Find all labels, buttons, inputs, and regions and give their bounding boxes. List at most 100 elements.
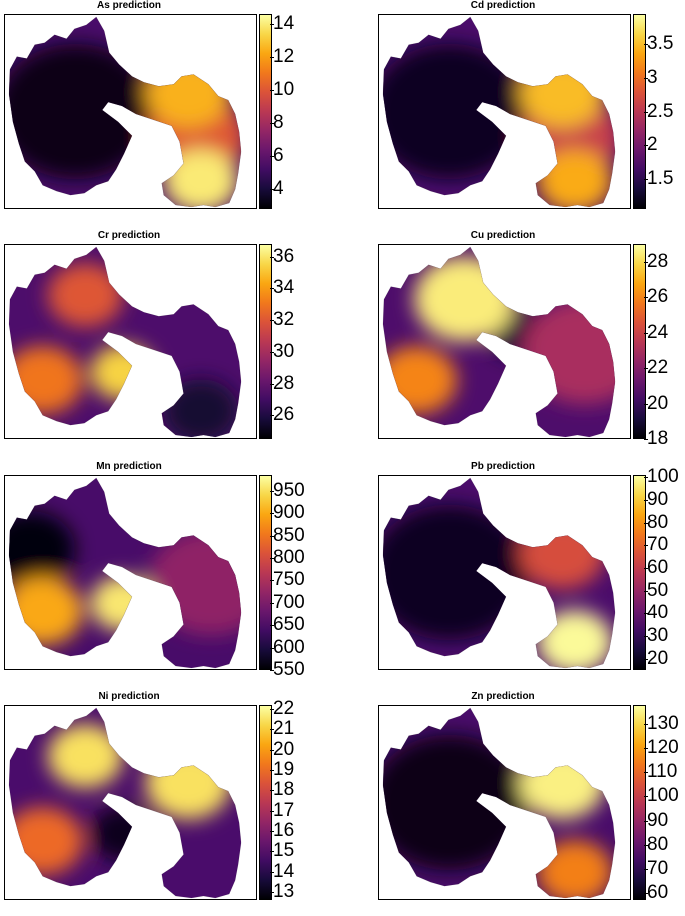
map-svg bbox=[8, 246, 242, 438]
colorbar-tick-label: 90 bbox=[643, 809, 669, 831]
colorbar-tick-label: 2.5 bbox=[643, 100, 674, 122]
colorbar-tick-label: 1.5 bbox=[643, 167, 674, 189]
colorbar-tick-label: 20 bbox=[643, 392, 669, 414]
colorbar-tick-label: 22 bbox=[643, 357, 669, 379]
hotspot-north bbox=[47, 263, 123, 328]
hotspot-east-upper bbox=[519, 517, 605, 590]
colorbar-tick-label: 30 bbox=[643, 624, 669, 646]
prediction-map-panel: Mn prediction 550 600 650 700 750 800 850 900 950 bbox=[0, 461, 342, 686]
colorbar bbox=[259, 14, 272, 209]
hotspot-east bbox=[148, 529, 242, 636]
map-title: Cu prediction bbox=[470, 230, 536, 241]
colorbar-ticks: 13 14 15 16 17 18 19 20 21 22 bbox=[269, 699, 342, 902]
map-plot-area bbox=[4, 475, 257, 670]
colorbar-tick-label: 80 bbox=[643, 833, 669, 855]
region-outline bbox=[8, 16, 242, 208]
colorbar-ticks: 550 600 650 700 750 800 850 900 950 bbox=[270, 475, 342, 680]
hotspot-notch bbox=[90, 575, 156, 631]
hotspot-east bbox=[522, 298, 616, 405]
colorbar-tick-label: 20 bbox=[269, 738, 295, 760]
colorbar-tick-label: 50 bbox=[643, 579, 669, 601]
colorbar-tick-label: 100 bbox=[644, 785, 679, 807]
map-title: Ni prediction bbox=[98, 691, 160, 702]
map-title: As prediction bbox=[97, 0, 161, 11]
map-plot-area bbox=[378, 244, 631, 439]
colorbar-tick-label: 15 bbox=[269, 840, 295, 862]
colorbar-ticks: 20 30 40 50 60 70 80 90 100 bbox=[643, 467, 685, 670]
hotspot-north bbox=[47, 724, 123, 789]
colorbar-tick-label: 30 bbox=[269, 340, 295, 362]
colorbar bbox=[259, 244, 272, 439]
colorbar-ticks: 1.5 2 2.5 3 3.5 bbox=[643, 14, 685, 209]
colorbar-tick-label: 850 bbox=[270, 524, 305, 546]
colorbar-tick-label: 550 bbox=[270, 659, 305, 680]
colorbar-tick-label: 90 bbox=[643, 488, 669, 510]
hotspot-west bbox=[382, 504, 530, 641]
colorbar-tick-label: 13 bbox=[269, 880, 295, 902]
map-svg bbox=[382, 16, 616, 208]
hotspot-west bbox=[382, 43, 530, 180]
colorbar-tick-label: 120 bbox=[644, 737, 679, 759]
colorbar-tick-label: 28 bbox=[269, 372, 295, 394]
colorbar-tick-label: 800 bbox=[270, 546, 305, 568]
colorbar-tick-label: 14 bbox=[269, 12, 295, 34]
colorbar-tick-label: 20 bbox=[643, 647, 669, 669]
colorbar-tick-label: 17 bbox=[269, 799, 295, 821]
map-title: Zn prediction bbox=[471, 691, 535, 702]
colorbar-tick-label: 70 bbox=[643, 534, 669, 556]
colorbar-tick-label: 14 bbox=[269, 860, 295, 882]
hotspot-east-upper bbox=[519, 56, 605, 129]
colorbar-tick-label: 32 bbox=[269, 309, 295, 331]
map-svg bbox=[8, 16, 242, 208]
region-outline bbox=[382, 16, 616, 208]
map-title: Pb prediction bbox=[471, 461, 535, 472]
colorbar-tick-label: 750 bbox=[270, 569, 305, 591]
colorbar-tick-label: 130 bbox=[644, 713, 679, 735]
hotspot-notch bbox=[90, 344, 156, 400]
colorbar-tick-label: 900 bbox=[270, 502, 305, 524]
colorbar-tick-label: 700 bbox=[270, 591, 305, 613]
region-outline bbox=[8, 707, 242, 899]
colorbar-tick-label: 28 bbox=[643, 250, 669, 272]
hotspot-west-lower bbox=[382, 346, 457, 415]
colorbar-ticks: 26 28 30 32 34 36 bbox=[269, 244, 342, 439]
colorbar-tick-label: 110 bbox=[643, 761, 678, 783]
hotspot-east-upper bbox=[519, 747, 605, 820]
colorbar bbox=[259, 705, 272, 900]
hotspot-east-upper bbox=[145, 747, 231, 820]
map-plot-area bbox=[378, 475, 631, 670]
colorbar-tick-label: 36 bbox=[269, 245, 295, 267]
colorbar-tick-label: 12 bbox=[269, 45, 295, 67]
region-outline bbox=[8, 246, 242, 438]
prediction-map-panel: Cr prediction 26 28 30 32 34 36 bbox=[0, 230, 342, 455]
region-outline bbox=[8, 477, 242, 669]
colorbar-tick-label: 600 bbox=[270, 636, 305, 658]
colorbar-tick-label: 18 bbox=[269, 779, 295, 801]
colorbar-tick-label: 24 bbox=[643, 321, 669, 343]
prediction-map-panel: Cu prediction 18 20 22 24 26 28 bbox=[374, 230, 685, 455]
colorbar-tick-label: 3 bbox=[644, 66, 658, 88]
hotspot-west-upper bbox=[8, 511, 76, 588]
hotspot-east-upper bbox=[145, 56, 231, 129]
colorbar-ticks: 18 20 22 24 26 28 bbox=[643, 244, 685, 449]
prediction-map-panel: As prediction 4 6 8 10 12 14 bbox=[0, 0, 342, 225]
colorbar-tick-label: 18 bbox=[643, 428, 669, 449]
colorbar-tick-label: 19 bbox=[269, 759, 295, 780]
prediction-map-panel: Ni prediction 13 14 15 16 17 18 19 20 21 22 bbox=[0, 691, 342, 916]
region-outline bbox=[382, 707, 616, 899]
map-title: Cd prediction bbox=[470, 0, 536, 11]
prediction-map-panel: Cd prediction 1.5 2 2.5 3 3.5 bbox=[374, 0, 685, 225]
map-svg bbox=[382, 707, 616, 899]
map-svg bbox=[8, 477, 242, 669]
colorbar bbox=[633, 705, 646, 900]
colorbar-tick-label: 950 bbox=[270, 479, 305, 501]
colorbar-tick-label: 70 bbox=[643, 857, 669, 879]
colorbar-tick-label: 3.5 bbox=[643, 33, 674, 55]
map-svg bbox=[382, 477, 616, 669]
colorbar-tick-label: 60 bbox=[643, 881, 669, 903]
colorbar-tick-label: 2 bbox=[644, 134, 658, 156]
prediction-map-panel: Pb prediction 20 30 40 50 60 70 80 90 100 bbox=[374, 461, 685, 686]
colorbar-tick-label: 80 bbox=[643, 511, 669, 533]
map-title: Mn prediction bbox=[96, 461, 162, 472]
hotspot-north-west bbox=[414, 256, 515, 342]
